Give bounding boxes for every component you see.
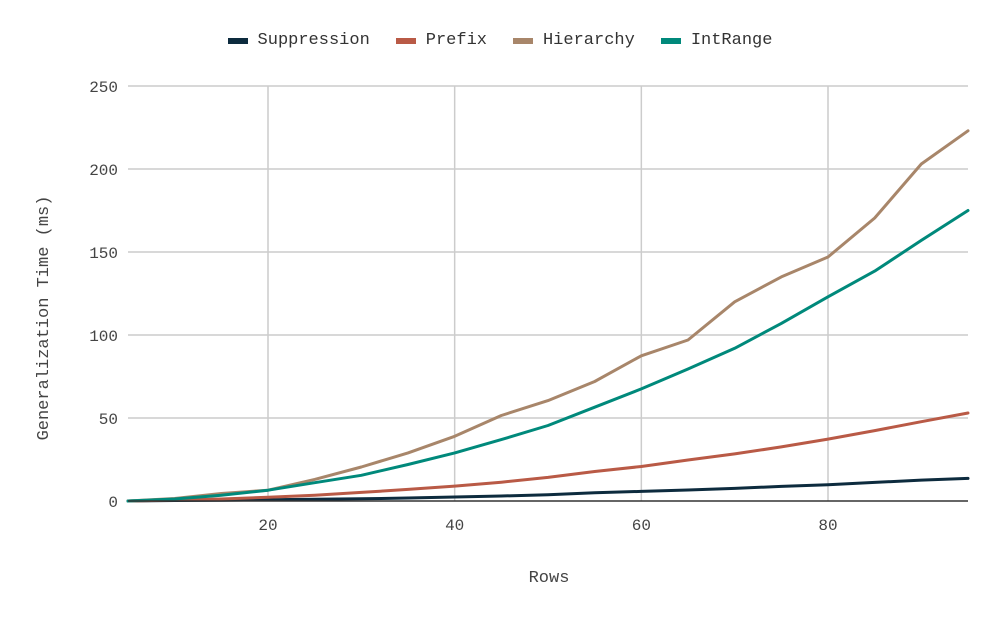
y-tick-label: 50 (99, 411, 118, 429)
legend-swatch-prefix (395, 37, 416, 44)
series-lines (126, 129, 970, 503)
legend-label-prefix: Prefix (425, 31, 487, 50)
x-axis-label: Rows (529, 569, 570, 588)
y-tick-label: 200 (89, 162, 118, 180)
legend-swatch-hierarchy (512, 37, 533, 44)
legend-item-prefix: Prefix (395, 31, 487, 50)
y-axis-label: Generalization Time (ms) (35, 196, 54, 441)
x-tick-label: 60 (632, 517, 651, 535)
y-tick-labels: 0 50 100 150 200 250 (89, 79, 118, 512)
legend-swatch-intrange (660, 37, 681, 44)
series-line-prefix (126, 411, 970, 503)
legend-swatch-suppression (227, 37, 248, 44)
legend-label-suppression: Suppression (257, 31, 370, 50)
x-tick-label: 40 (445, 517, 464, 535)
y-tick-label: 250 (89, 79, 118, 97)
y-tick-label: 150 (89, 245, 118, 263)
x-tick-labels: 20 40 60 80 (258, 517, 837, 535)
legend-label-hierarchy: Hierarchy (542, 31, 635, 50)
legend-item-intrange: IntRange (660, 31, 773, 50)
series-line-suppression (126, 476, 970, 503)
y-tick-label: 0 (108, 494, 118, 512)
x-tick-label: 20 (258, 517, 277, 535)
x-tick-label: 80 (818, 517, 837, 535)
series-line-hierarchy (126, 129, 970, 503)
series-line-intrange (126, 209, 970, 503)
y-tick-label: 100 (89, 328, 118, 346)
grid-lines (128, 85, 968, 501)
chart-legend: Suppression Prefix Hierarchy IntRange (0, 31, 1000, 50)
legend-item-suppression: Suppression (227, 31, 370, 50)
legend-label-intrange: IntRange (690, 31, 773, 50)
legend-item-hierarchy: Hierarchy (512, 31, 635, 50)
